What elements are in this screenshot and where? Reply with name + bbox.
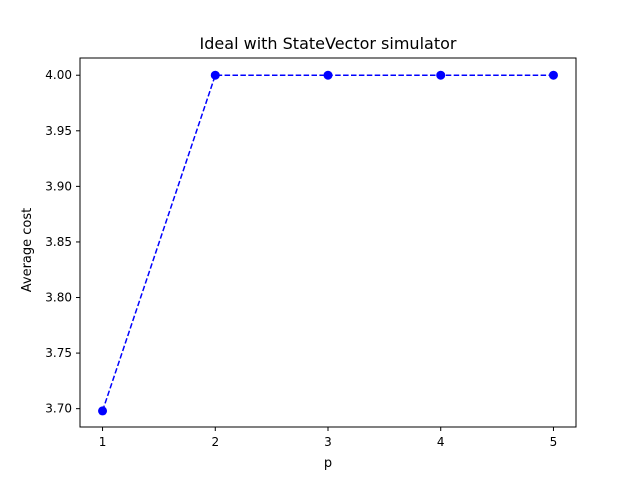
data-point-marker: [98, 406, 108, 416]
data-point-marker: [548, 70, 558, 80]
x-axis-label: p: [324, 456, 332, 471]
x-tick-label: 1: [99, 435, 107, 449]
data-point-marker: [210, 70, 220, 80]
x-axis-ticks: 1 2 3 4 5: [99, 427, 558, 449]
axes-frame: [79, 57, 577, 428]
y-axis-label: Average cost: [20, 208, 35, 293]
y-tick-label: 3.70: [45, 402, 72, 416]
y-tick-label: 3.95: [45, 124, 72, 138]
data-point-marker: [323, 70, 333, 80]
data-point-marker: [436, 70, 446, 80]
y-tick-label: 3.85: [45, 235, 72, 249]
y-axis-ticks: 3.70 3.75 3.80 3.85 3.90 3.95 4.00: [45, 68, 80, 416]
plot-area: [98, 70, 558, 416]
chart-title: Ideal with StateVector simulator: [200, 34, 457, 53]
y-tick-label: 3.90: [45, 179, 72, 193]
y-tick-label: 3.80: [45, 291, 72, 305]
y-tick-label: 3.75: [45, 346, 72, 360]
x-tick-label: 2: [211, 435, 219, 449]
x-tick-label: 4: [437, 435, 445, 449]
x-tick-label: 3: [324, 435, 332, 449]
x-tick-label: 5: [550, 435, 558, 449]
y-tick-label: 4.00: [45, 68, 72, 82]
